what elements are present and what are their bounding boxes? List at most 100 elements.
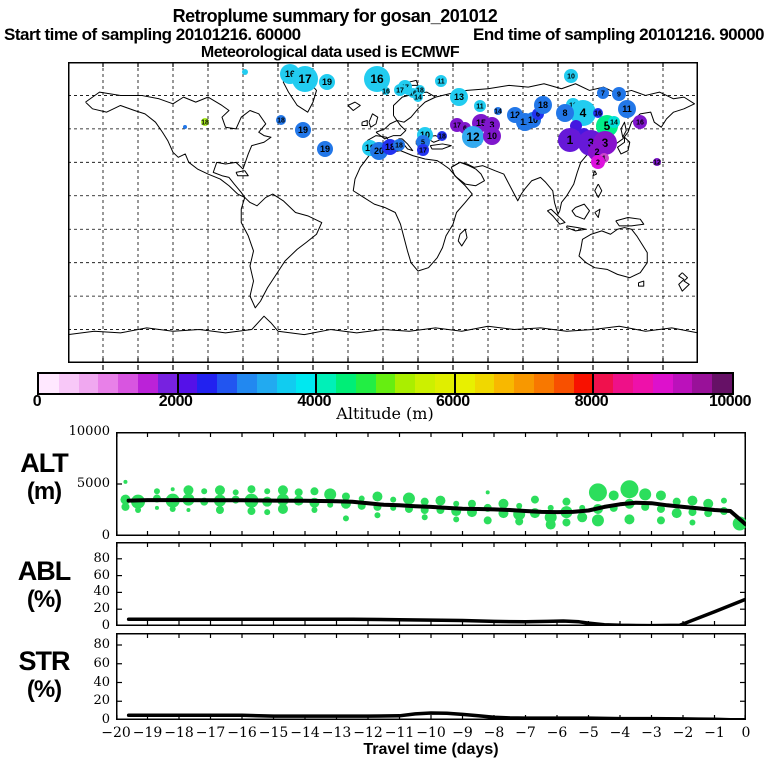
bubble-day-label: 10	[567, 73, 575, 80]
alt-particle-dot	[687, 495, 698, 506]
bubble-day-label: 11	[437, 78, 445, 85]
trajectory-bubble	[292, 66, 318, 92]
colorbar-segment	[514, 374, 534, 393]
x-tick-label: −4	[609, 725, 631, 741]
trajectory-bubble	[295, 122, 311, 138]
x-tick-label: −17	[195, 725, 226, 741]
trajectory-bubble	[474, 100, 486, 112]
alt-particle-dot	[483, 516, 492, 525]
x-tick-label: −1	[704, 725, 725, 741]
bubble-day-label: 17	[453, 122, 461, 129]
alt-particle-dot	[639, 488, 652, 501]
x-tick-label: −7	[515, 725, 536, 741]
bubble-day-label: 11	[622, 104, 632, 114]
trajectory-bubble	[591, 155, 605, 169]
abl-ytick-label: 0	[101, 618, 110, 633]
colorbar-segment	[217, 374, 237, 393]
alt-particle-dot	[170, 487, 175, 492]
colorbar-segment	[712, 374, 732, 393]
x-tick-label: 0	[741, 725, 751, 741]
trajectory-bubble	[608, 116, 620, 128]
bubble-day-label: 12	[510, 110, 520, 120]
bubble-day-label: 20	[374, 146, 384, 156]
alt-particle-dot	[311, 507, 318, 513]
bubble-day-label: 9	[617, 91, 621, 98]
abl-axis-name: ABL	[17, 556, 72, 586]
bubble-day-label: 16	[285, 69, 295, 79]
bubble-day-label: 11	[520, 117, 530, 127]
abl-panel-border	[116, 542, 746, 626]
alt-particle-dot	[655, 490, 666, 501]
trajectory-bubble	[183, 125, 187, 129]
bubble-day-label: 14	[414, 94, 422, 101]
colorbar-segment	[78, 374, 99, 393]
altitude-colorbar	[37, 372, 734, 395]
bubble-day-label: 12	[653, 159, 661, 166]
trajectory-bubbles: 1617191617181018181919192018181051817111…	[183, 64, 661, 169]
colorbar-divider	[453, 374, 456, 393]
colorbar-segment	[236, 374, 257, 393]
alt-ytick-label: 10000	[68, 424, 110, 439]
trajectory-bubble	[364, 66, 390, 92]
alt-particle-dot	[277, 503, 288, 514]
x-tick-label: −11	[384, 725, 415, 741]
alt-ytick-label: 5000	[76, 476, 110, 491]
bubble-day-label: 3	[602, 136, 609, 150]
alt-particle-dot	[515, 517, 524, 526]
trajectory-bubble	[201, 118, 209, 126]
alt-particle-dot	[562, 518, 571, 527]
trajectory-bubble	[653, 158, 661, 166]
alt-particle-dot	[247, 507, 256, 516]
abl-panel	[116, 542, 746, 626]
bubble-day-label: 14	[494, 108, 502, 115]
abl-ytick-label: 60	[93, 567, 110, 583]
str-ytick-label: 80	[93, 637, 110, 652]
bubble-day-label: 19	[365, 143, 375, 153]
colorbar-segment	[58, 374, 79, 393]
bubble-day-label: 16	[636, 119, 644, 126]
end-time-label: End time of sampling 20101216. 90000	[473, 25, 764, 44]
bubble-day-label: 16	[409, 90, 417, 97]
trajectory-bubble	[558, 128, 582, 152]
colorbar-segment	[454, 374, 475, 393]
bubble-day-label: 6	[536, 111, 540, 118]
colorbar-divider	[592, 374, 595, 393]
x-tick-label: −12	[353, 725, 383, 741]
alt-particle-dot	[688, 508, 697, 517]
alt-particle-dot	[264, 509, 271, 516]
bubble-day-label: 1	[567, 133, 574, 147]
colorbar-tick-label: 10000	[709, 393, 752, 410]
alt-ytick-label: 0	[101, 528, 110, 543]
bubble-day-label: 19	[322, 77, 332, 87]
alt-particle-dot	[358, 495, 365, 502]
alt-particle-dot	[689, 519, 696, 526]
str-panel-border	[116, 633, 746, 720]
x-tick-label: −16	[227, 725, 257, 741]
trajectory-bubble	[450, 88, 468, 106]
colorbar-tick-label: 6000	[436, 393, 470, 410]
alt-particle-dot	[232, 489, 239, 496]
page-title: Retroplume summary for gosan_201012	[172, 6, 498, 26]
colorbar-segment	[533, 374, 554, 393]
trajectory-bubble	[404, 87, 412, 95]
alt-particle-dot	[169, 505, 176, 512]
bubble-day-label: 7	[601, 90, 605, 97]
bubble-day-label: 15	[476, 118, 486, 128]
bubble-day-label: 8	[562, 108, 567, 118]
colorbar-segment	[573, 374, 594, 393]
trajectory-bubble	[570, 100, 596, 126]
bubble-day-label: 18	[438, 133, 446, 140]
trajectory-bubble	[593, 108, 603, 118]
colorbar-segment	[98, 374, 119, 393]
str-mean-line	[126, 711, 746, 720]
bubble-day-label: 13	[454, 92, 464, 102]
alt-particle-dot	[624, 514, 635, 525]
alt-particle-dot	[390, 496, 397, 503]
trajectory-bubble	[382, 87, 390, 95]
colorbar-segment	[692, 374, 713, 393]
alt-particle-dot	[562, 497, 571, 506]
colorbar-segment	[494, 374, 515, 393]
trajectory-bubble	[317, 141, 333, 157]
colorbar-segment	[355, 374, 376, 393]
str-axis-unit: (%)	[26, 676, 62, 703]
